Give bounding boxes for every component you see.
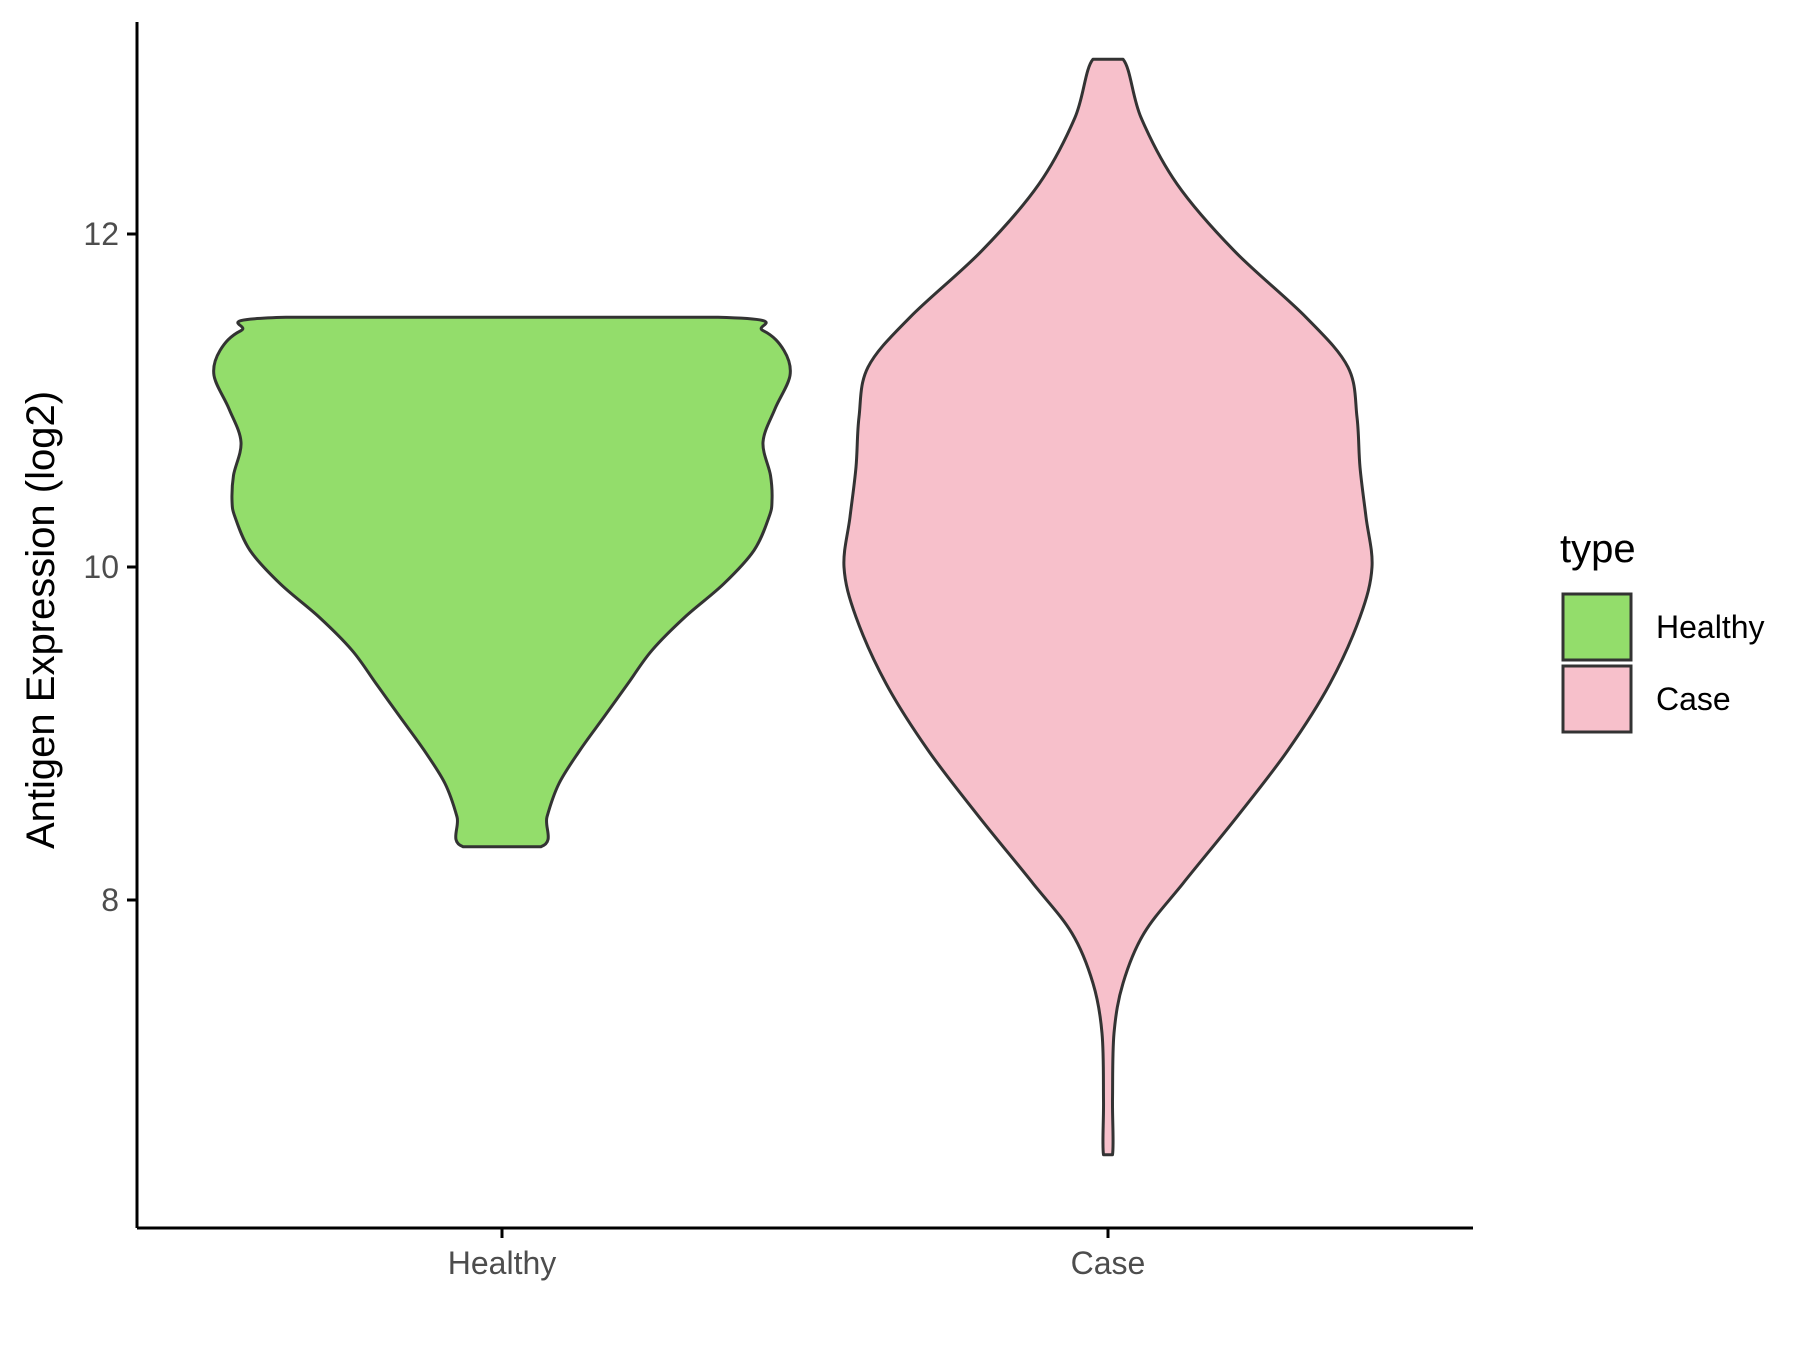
legend: type Healthy Case [1560,527,1765,734]
x-ticks-group: Healthy Case [448,1228,1146,1281]
violin-healthy [212,315,792,849]
x-tick-label: Case [1071,1245,1146,1281]
y-tick-label: 8 [101,882,119,918]
legend-label: Healthy [1656,609,1765,645]
x-tick-label: Healthy [448,1245,557,1281]
legend-key-healthy [1561,592,1633,662]
violins-group [212,57,1374,1157]
axes-group [135,22,1473,1230]
violin-case [842,57,1374,1157]
y-ticks-group: 8 10 12 [83,216,137,918]
legend-label: Case [1656,681,1731,717]
y-tick-label: 12 [83,216,119,252]
y-tick-label: 10 [83,549,119,585]
legend-key-case [1561,664,1633,734]
legend-title: type [1560,527,1636,571]
y-axis-title: Antigen Expression (log2) [19,391,63,849]
